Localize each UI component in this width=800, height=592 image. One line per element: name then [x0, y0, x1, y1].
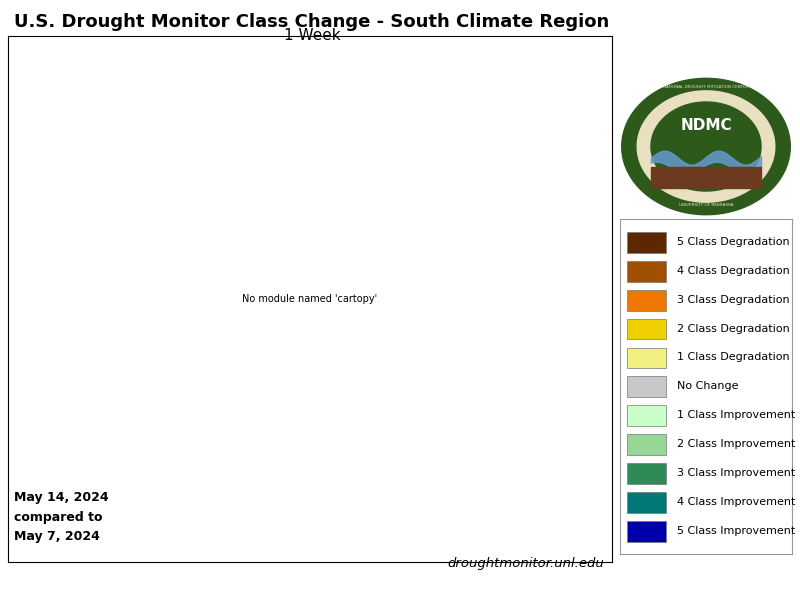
Polygon shape: [638, 91, 774, 202]
Text: 5 Class Degradation: 5 Class Degradation: [677, 237, 790, 247]
Text: May 7, 2024: May 7, 2024: [14, 530, 100, 543]
Text: droughtmonitor.unl.edu: droughtmonitor.unl.edu: [447, 556, 604, 570]
Text: compared to: compared to: [14, 511, 103, 524]
Polygon shape: [622, 78, 790, 215]
Text: 5 Class Improvement: 5 Class Improvement: [677, 526, 795, 536]
Bar: [627, 463, 666, 484]
Text: 1 Week: 1 Week: [284, 28, 340, 43]
Bar: [627, 377, 666, 397]
Bar: [627, 492, 666, 513]
Bar: [627, 290, 666, 311]
Bar: [627, 435, 666, 455]
Text: 4 Class Improvement: 4 Class Improvement: [677, 497, 795, 507]
Text: 1 Class Degradation: 1 Class Degradation: [677, 352, 790, 362]
Bar: [627, 348, 666, 368]
Text: 2 Class Degradation: 2 Class Degradation: [677, 323, 790, 333]
Polygon shape: [651, 102, 761, 191]
Text: 2 Class Improvement: 2 Class Improvement: [677, 439, 795, 449]
Text: U.S. Drought Monitor Class Change - South Climate Region: U.S. Drought Monitor Class Change - Sout…: [14, 13, 610, 31]
Text: 4 Class Degradation: 4 Class Degradation: [677, 266, 790, 276]
Text: No Change: No Change: [677, 381, 738, 391]
Text: 1 Class Improvement: 1 Class Improvement: [677, 410, 795, 420]
Bar: [627, 261, 666, 282]
Text: NATIONAL DROUGHT MITIGATION CENTER: NATIONAL DROUGHT MITIGATION CENTER: [663, 85, 749, 89]
Text: UNIVERSITY OF NEBRASKA: UNIVERSITY OF NEBRASKA: [678, 203, 734, 207]
Bar: [627, 232, 666, 253]
Text: 3 Class Improvement: 3 Class Improvement: [677, 468, 795, 478]
Polygon shape: [651, 168, 761, 188]
Text: No module named 'cartopy': No module named 'cartopy': [242, 294, 378, 304]
Bar: [627, 521, 666, 542]
Bar: [627, 318, 666, 339]
Text: 3 Class Degradation: 3 Class Degradation: [677, 295, 790, 305]
Text: May 14, 2024: May 14, 2024: [14, 491, 109, 504]
Bar: [627, 406, 666, 426]
Text: NDMC: NDMC: [680, 118, 732, 133]
